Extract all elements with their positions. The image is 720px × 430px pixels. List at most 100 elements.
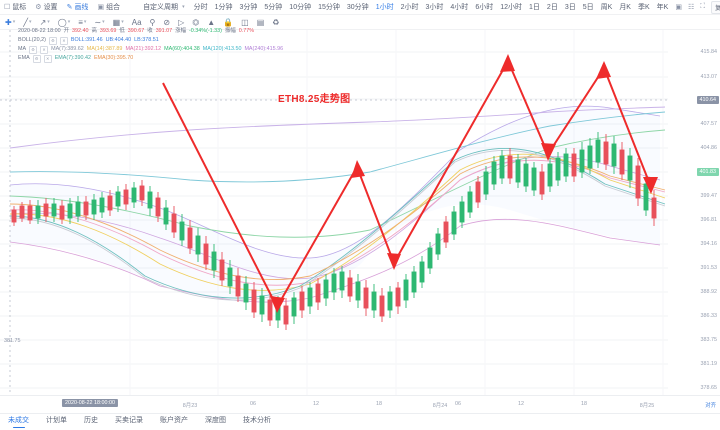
line-icon[interactable]: ╱ ▾: [23, 17, 32, 27]
legend-open-value: 392.40: [71, 28, 89, 34]
lock-icon[interactable]: 🔒: [223, 17, 234, 27]
timeframe-12h[interactable]: 12小时: [500, 4, 523, 11]
legend-close-label: 收: [147, 28, 153, 34]
time-label: 18: [581, 401, 587, 407]
chevron-down-icon[interactable]: ▾: [182, 4, 185, 10]
legend-boll-mid: BOLL:391.46: [70, 37, 103, 43]
close-icon[interactable]: ✕: [59, 36, 68, 45]
toolbar-draw[interactable]: ✎ 画线: [67, 2, 89, 12]
ma240-line: [9, 106, 666, 149]
timeframe-3d[interactable]: 3日: [564, 4, 576, 11]
gear-icon: ⚙: [35, 4, 42, 11]
ema7-line: [9, 148, 666, 299]
layout-icon[interactable]: ▤: [256, 17, 265, 27]
tab-unfilled-orders[interactable]: 未成交: [8, 415, 29, 427]
toolbar-cursor[interactable]: ☐ 鼠标: [4, 2, 26, 12]
timeframe-3h[interactable]: 3小时: [425, 4, 444, 11]
time-label: 8月23: [182, 403, 198, 409]
fullscreen-icon[interactable]: ⛶: [700, 3, 706, 10]
trash-icon[interactable]: ♻: [272, 17, 280, 27]
tab-trade-records[interactable]: 买卖记录: [115, 417, 143, 424]
tab-account-assets[interactable]: 账户资产: [160, 417, 188, 424]
legend-boll-up: UB:404.40: [105, 37, 132, 43]
rect-icon[interactable]: ▦ ▾: [112, 17, 124, 27]
time-axis[interactable]: 2020-08-22 18:00:00 8月23 06 12 18 8月24 0…: [0, 395, 720, 414]
candlestick-chart[interactable]: ETH8.25走势图 381.75: [0, 30, 668, 395]
timeframe-2d[interactable]: 2日: [546, 4, 558, 11]
legend-ema-row: EMA ⚙ ✕ EMA(7):390.42 EMA(30):395.70: [18, 54, 283, 63]
tab-history[interactable]: 历史: [84, 417, 98, 424]
legend-low-label: 低: [119, 28, 125, 34]
magnet-icon[interactable]: ⚲: [149, 17, 156, 27]
timeframe-1m[interactable]: 1分钟: [214, 4, 233, 11]
copy-icon[interactable]: ◫: [241, 17, 249, 27]
timeframe-5d[interactable]: 5日: [582, 4, 594, 11]
timeframe-3m[interactable]: 3分钟: [239, 4, 258, 11]
time-label: 12: [313, 401, 319, 407]
legend-ema-name: EMA: [18, 55, 30, 61]
legend-close-value: 391.07: [155, 28, 173, 34]
ma60-line: [9, 129, 666, 238]
align-button[interactable]: 对齐: [705, 403, 716, 409]
time-label: 8月24: [432, 403, 448, 409]
brush-icon[interactable]: ▲: [207, 17, 216, 27]
price-label: 383.75: [700, 337, 718, 343]
close-icon[interactable]: ✕: [43, 54, 52, 63]
circle-icon[interactable]: ◯ ▾: [57, 17, 71, 27]
timeframe-30m[interactable]: 30分钟: [346, 4, 369, 11]
eye-icon[interactable]: ⊘: [163, 17, 171, 27]
timeframe-month[interactable]: 月K: [619, 4, 631, 11]
timeframe-15m[interactable]: 15分钟: [318, 4, 340, 11]
timeframe-6h[interactable]: 6小时: [475, 4, 494, 11]
toolbar-combine[interactable]: ▣ 组合: [97, 2, 120, 12]
timeframe-fenshi[interactable]: 分时: [193, 4, 208, 11]
settings-icon[interactable]: ⚙: [32, 54, 41, 63]
ray-icon[interactable]: ↗ ▾: [39, 17, 50, 27]
timeframe-year[interactable]: 年K: [656, 4, 669, 11]
legend-change-value: -0.34%(-1.33): [188, 28, 222, 34]
camera-icon[interactable]: ▣: [675, 4, 682, 11]
timeframe-4h[interactable]: 4小时: [450, 4, 469, 11]
parallel-icon[interactable]: ≡ ▾: [78, 17, 87, 27]
adjust-select[interactable]: 复权 ▾: [711, 0, 720, 14]
settings-icon[interactable]: ⚙: [48, 36, 57, 45]
close-icon[interactable]: ✕: [40, 45, 49, 54]
price-axis[interactable]: 415.84 413.07 410.64 407.57 404.86 401.8…: [668, 30, 720, 395]
timeframe-5m[interactable]: 5分钟: [264, 4, 283, 11]
price-label: 407.57: [700, 121, 718, 127]
settings-icon[interactable]: ⚙: [29, 45, 38, 54]
chevron-down-icon: ▾: [121, 19, 124, 25]
chevron-down-icon: ▾: [12, 19, 16, 25]
crosshair-icon[interactable]: ✚ ▾: [5, 17, 16, 27]
wave-icon[interactable]: ∼ ▾: [94, 17, 105, 27]
price-label: 394.16: [700, 241, 718, 247]
timeframe-quarter[interactable]: 季K: [637, 4, 650, 11]
timeframe-week[interactable]: 周K: [600, 4, 613, 11]
tab-plan-orders[interactable]: 计划单: [46, 417, 67, 424]
toolbar-settings[interactable]: ⚙ 设置: [35, 2, 57, 12]
zigzag-trend-lines[interactable]: [162, 60, 652, 308]
timeframe-1d[interactable]: 1日: [529, 4, 540, 11]
price-label: 381.19: [700, 361, 718, 367]
time-label: 12: [518, 401, 524, 407]
cursor-icon: ☐: [4, 4, 11, 11]
chevron-down-icon: ▾: [102, 19, 105, 25]
legend-ma240: MA(240):415.96: [244, 46, 284, 52]
text-icon[interactable]: Aa: [131, 17, 142, 27]
timeframe-10m[interactable]: 10分钟: [289, 4, 312, 11]
chart-annotation-text[interactable]: ETH8.25走势图: [278, 94, 351, 105]
ruler-icon[interactable]: ▷: [178, 17, 185, 27]
grid-icon[interactable]: ☷: [687, 4, 695, 11]
price-label: 378.65: [700, 385, 718, 391]
legend-ema7: EMA(7):390.42: [54, 55, 91, 61]
timeframe-1h[interactable]: 1小时: [375, 4, 394, 11]
custom-period-label[interactable]: 自定义周期: [143, 4, 179, 11]
price-label: 386.33: [700, 313, 718, 319]
tab-depth-chart[interactable]: 深度图: [205, 417, 226, 424]
price-label: 415.84: [700, 49, 718, 55]
indicator-legend: 2020-08-22 18:00 开 392.40 高 393.69 低 390…: [18, 27, 283, 63]
time-label: 18: [376, 401, 382, 407]
eraser-icon[interactable]: ⏣: [192, 17, 200, 27]
timeframe-2h[interactable]: 2小时: [400, 4, 419, 11]
tab-technical-analysis[interactable]: 技术分析: [243, 417, 271, 424]
